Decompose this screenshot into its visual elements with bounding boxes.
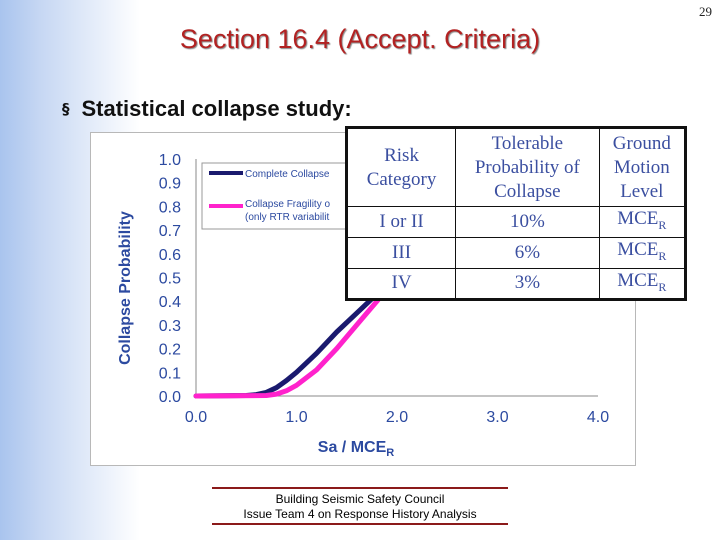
y-tick-label: 0.6 <box>159 247 181 264</box>
table-row: III 6% MCER <box>345 236 687 269</box>
cell-probability: 10% <box>455 206 600 238</box>
bullet-point: § Statistical collapse study: <box>62 96 352 122</box>
square-bullet-icon: § <box>62 100 70 118</box>
table-row: I or II 10% MCER <box>345 206 687 238</box>
cell-risk-category: IV <box>345 267 457 301</box>
y-tick-label: 1.0 <box>159 152 181 169</box>
x-axis-title-main: Sa / MCE <box>318 439 387 456</box>
cell-probability: 3% <box>455 267 600 301</box>
cell-risk-category: III <box>345 236 457 269</box>
footer: Building Seismic Safety Council Issue Te… <box>212 487 508 525</box>
cell-mce-subscript: R <box>658 217 667 232</box>
header-line: Risk <box>384 144 419 166</box>
y-tick-label: 0.5 <box>159 271 181 288</box>
y-tick-label: 0.8 <box>159 199 181 216</box>
header-line: Level <box>620 180 664 202</box>
cell-mce-subscript: R <box>658 279 667 294</box>
x-tick-label: 1.0 <box>285 409 307 426</box>
cell-mce: MCE <box>617 208 659 229</box>
x-tick-label: 2.0 <box>386 409 408 426</box>
cell-ground-motion: MCER <box>598 267 687 301</box>
bullet-text: Statistical collapse study: <box>81 96 352 121</box>
x-tick-label: 3.0 <box>486 409 508 426</box>
header-line: Category <box>366 168 437 190</box>
header-tolerable-probability: Tolerable Probability of Collapse <box>455 127 600 207</box>
x-tick-label: 0.0 <box>185 409 207 426</box>
y-tick-labels: 0.0 0.1 0.2 0.3 0.4 0.5 0.6 0.7 0.8 0.9 1.0 <box>159 152 181 406</box>
risk-category-table: Risk Category Tolerable Probability of C… <box>345 126 687 302</box>
y-tick-label: 0.9 <box>159 176 181 193</box>
page-number: 29 <box>699 4 712 19</box>
x-tick-labels: 0.0 1.0 2.0 3.0 4.0 <box>185 409 609 426</box>
y-tick-label: 0.3 <box>159 318 181 335</box>
legend-label-collapse-fragility-line2: (only RTR variabilit <box>245 212 330 223</box>
y-tick-label: 0.2 <box>159 342 181 359</box>
cell-mce: MCE <box>617 269 659 291</box>
legend-label-collapse-fragility: Collapse Fragility o <box>245 199 330 210</box>
header-line: Motion <box>613 156 670 178</box>
header-line: Probability of <box>474 156 580 178</box>
header-ground-motion-level: Ground Motion Level <box>598 127 687 207</box>
table-row: IV 3% MCER <box>345 267 687 301</box>
cell-risk-category: I or II <box>345 206 457 238</box>
cell-mce-subscript: R <box>658 248 667 263</box>
x-tick-label: 4.0 <box>587 409 609 426</box>
y-tick-label: 0.7 <box>159 223 181 240</box>
footer-line1: Building Seismic Safety Council <box>275 492 445 506</box>
cell-ground-motion: MCER <box>598 206 687 238</box>
footer-line2: Issue Team 4 on Response History Analysi… <box>243 507 477 521</box>
cell-mce: MCE <box>617 238 659 260</box>
y-tick-label: 0.0 <box>159 389 181 406</box>
x-axis-title: Sa / MCER <box>318 439 394 459</box>
slide-title: Section 16.4 (Accept. Criteria) <box>179 24 541 54</box>
table-header-row: Risk Category Tolerable Probability of C… <box>345 127 687 207</box>
header-line: Collapse <box>494 180 561 202</box>
legend: Complete Collapse Collapse Fragility o (… <box>201 162 353 230</box>
header-risk-category: Risk Category <box>345 127 457 207</box>
y-tick-label: 0.4 <box>159 294 181 311</box>
x-axis-title-subscript: R <box>386 447 394 459</box>
header-line: Ground <box>612 132 671 154</box>
chart-canvas: 0.0 0.1 0.2 0.3 0.4 0.5 0.6 0.7 0.8 0.9 1.0 0.0 1.0… <box>117 152 609 459</box>
legend-box <box>201 162 353 230</box>
cell-ground-motion: MCER <box>598 236 687 269</box>
y-axis-title: Collapse Probability <box>117 211 134 365</box>
cell-probability: 6% <box>455 236 600 269</box>
y-tick-label: 0.1 <box>159 365 181 382</box>
legend-label-complete-collapse: Complete Collapse <box>245 169 330 180</box>
header-line: Tolerable <box>491 132 564 154</box>
